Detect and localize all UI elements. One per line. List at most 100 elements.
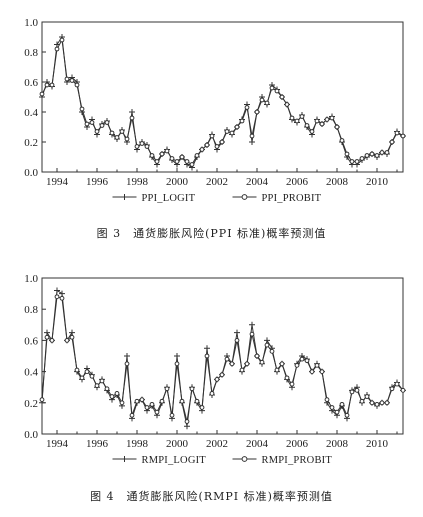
ppi-point-circle: [209, 133, 215, 139]
ppi-point-circle: [129, 115, 135, 121]
ppi-point-circle: [334, 124, 340, 130]
ppi-point-circle: [314, 118, 320, 124]
ppi-point-circle: [359, 156, 365, 161]
rmpi-point-plus: [54, 287, 60, 294]
ppi-point-circle: [159, 151, 165, 157]
ppi-point-circle: [304, 123, 310, 128]
rmpi-point-circle: [334, 409, 340, 415]
ppi-point-circle: [49, 82, 55, 88]
rmpi-point-circle: [59, 295, 65, 301]
rmpi-point-circle: [234, 338, 240, 343]
ppi-point-circle: [339, 138, 345, 143]
rmpi-x-tick-label: 1994: [46, 438, 69, 450]
ppi-point-circle: [114, 135, 120, 140]
rmpi-point-plus: [204, 345, 210, 352]
ppi-legend-label-1: PPI_LOGIT: [142, 193, 196, 204]
rmpi-x-tick-label: 2008: [326, 438, 349, 450]
rmpi-point-circle: [84, 369, 90, 375]
ppi-series-plus-group: [39, 34, 406, 171]
rmpi-point-circle: [124, 361, 130, 367]
rmpi-point-circle: [119, 400, 125, 406]
rmpi-point-circle: [394, 381, 400, 387]
rmpi-point-circle: [129, 412, 135, 418]
rmpi-point-circle: [159, 398, 165, 404]
ppi-point-circle: [79, 106, 85, 112]
ppi-point-circle: [64, 76, 70, 82]
ppi-point-circle: [394, 130, 400, 136]
ppi-point-circle: [364, 153, 370, 158]
rmpi-x-tick-label: 2004: [246, 438, 269, 450]
rmpi-point-circle: [284, 375, 290, 381]
rmpi-legend-label-2: RMPI_PROBIT: [262, 455, 333, 466]
ppi-point-circle: [149, 153, 155, 158]
rmpi-point-circle: [149, 401, 155, 407]
ppi-point-circle: [329, 115, 335, 121]
rmpi-point-circle: [109, 394, 115, 399]
rmpi-point-plus: [184, 423, 190, 430]
ppi-x-tick-label: 2006: [286, 176, 309, 188]
ppi-point-circle: [274, 88, 280, 94]
rmpi-point-circle: [164, 386, 170, 392]
rmpi-point-circle: [359, 398, 365, 404]
rmpi-point-plus: [249, 321, 255, 328]
chart-rmpi: 0.0 0.2 0.4 0.6 0.8 1.0 1994 1996 1998 2000 2002 20…: [24, 273, 406, 466]
rmpi-point-plus: [69, 329, 75, 336]
ppi-legend: PPI_LOGIT PPI_PROBIT: [112, 193, 322, 204]
ppi-point-circle: [254, 109, 260, 115]
ppi-point-circle: [194, 153, 200, 158]
ppi-point-circle: [369, 151, 375, 157]
rmpi-point-circle: [279, 361, 285, 367]
ppi-point-circle: [354, 159, 360, 164]
ppi-point-circle: [259, 97, 265, 103]
ppi-point-circle: [144, 144, 150, 149]
ppi-y-tick-label: 0.0: [24, 167, 38, 179]
ppi-point-circle: [324, 117, 330, 122]
ppi-point-circle: [179, 154, 185, 160]
rmpi-y-tick-label: 0.2: [24, 398, 38, 410]
ppi-point-circle: [84, 121, 90, 127]
rmpi-point-circle: [104, 386, 110, 392]
chart-ppi-caption: 图 3 通货膨胀风险(PPI 标准)概率预测值: [96, 227, 327, 240]
ppi-point-circle: [94, 129, 100, 134]
ppi-point-circle: [389, 139, 395, 145]
chart-rmpi-caption: 图 4 通货膨胀风险(RMPI 标准)概率预测值: [90, 490, 333, 503]
rmpi-point-circle: [79, 375, 85, 381]
rmpi-point-circle: [194, 398, 200, 404]
ppi-point-circle: [229, 130, 235, 136]
rmpi-point-circle: [384, 400, 390, 406]
ppi-legend-label-2: PPI_PROBIT: [262, 193, 322, 204]
ppi-x-tick-label: 2004: [246, 176, 269, 188]
ppi-point-circle: [224, 129, 230, 134]
rmpi-series-plus-group: [39, 287, 406, 430]
rmpi-plot-frame: [41, 277, 404, 435]
ppi-x-tick-label: 2008: [326, 176, 349, 188]
ppi-point-circle: [309, 129, 315, 134]
ppi-point-circle: [174, 159, 180, 164]
rmpi-legend-label-1: RMPI_LOGIT: [142, 455, 207, 466]
rmpi-point-circle: [369, 400, 375, 406]
ppi-point-plus: [129, 109, 135, 115]
rmpi-y-tick-label: 0.4: [24, 367, 38, 379]
rmpi-point-circle: [189, 386, 195, 392]
ppi-point-circle: [134, 144, 140, 149]
ppi-point-circle: [164, 148, 170, 154]
ppi-point-circle: [59, 37, 65, 43]
ppi-point-circle: [184, 159, 190, 164]
rmpi-point-circle: [249, 331, 255, 337]
rmpi-y-tick-label: 0.8: [24, 304, 38, 316]
rmpi-y-tick-label: 0.6: [24, 335, 38, 347]
rmpi-point-circle: [344, 412, 350, 418]
rmpi-point-circle: [64, 338, 70, 343]
rmpi-point-circle: [289, 381, 295, 387]
rmpi-point-circle: [304, 358, 310, 364]
rmpi-point-circle: [354, 387, 360, 393]
ppi-x-tick-label: 1996: [86, 176, 109, 188]
ppi-point-circle: [374, 153, 380, 158]
ppi-point-circle: [239, 118, 245, 124]
ppi-point-circle: [154, 159, 160, 164]
ppi-point-circle: [54, 46, 60, 52]
rmpi-point-circle: [69, 334, 75, 340]
ppi-point-circle: [264, 100, 270, 106]
rmpi-point-circle: [94, 383, 100, 389]
ppi-series-line-circle: [41, 38, 404, 166]
